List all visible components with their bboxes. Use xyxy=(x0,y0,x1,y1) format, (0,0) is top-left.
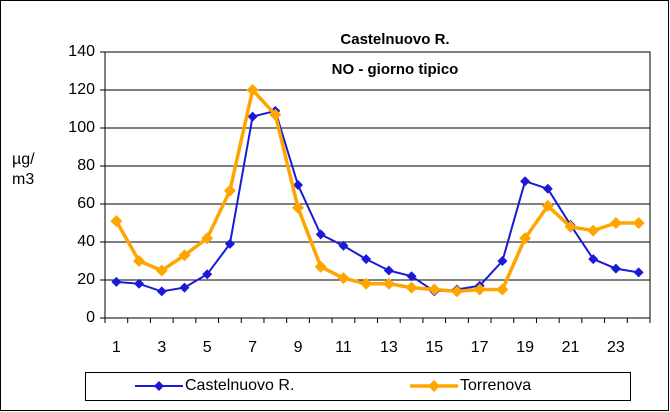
point-marker xyxy=(134,278,145,289)
point-marker xyxy=(450,285,463,298)
point-marker xyxy=(202,269,213,280)
series-line xyxy=(114,86,639,294)
point-marker xyxy=(405,281,418,294)
point-marker xyxy=(633,267,644,278)
point-marker xyxy=(473,283,486,296)
legend-label: Torrenova xyxy=(460,377,531,394)
x-tick-label: 21 xyxy=(562,339,580,356)
x-tick-label: 1 xyxy=(112,339,121,356)
chart-subtitle: NO - giorno tipico xyxy=(332,61,459,78)
point-marker xyxy=(179,282,190,293)
series-line xyxy=(116,109,639,293)
point-marker xyxy=(247,111,258,122)
point-marker xyxy=(338,240,349,251)
legend-marker xyxy=(428,380,440,392)
x-tick-label: 13 xyxy=(380,339,398,356)
point-marker xyxy=(588,254,599,265)
point-marker xyxy=(406,271,417,282)
y-tick-label: 60 xyxy=(77,195,95,212)
point-marker xyxy=(542,183,553,194)
point-marker xyxy=(292,201,305,214)
point-marker xyxy=(361,254,372,265)
point-marker xyxy=(156,286,167,297)
x-tick-label: 17 xyxy=(471,339,489,356)
y-tick-label: 80 xyxy=(77,157,95,174)
point-marker xyxy=(201,232,214,245)
point-marker xyxy=(496,283,509,296)
point-marker xyxy=(293,180,304,190)
point-marker xyxy=(519,232,532,245)
point-marker xyxy=(564,220,577,233)
point-marker xyxy=(337,272,350,285)
point-marker xyxy=(382,277,395,290)
x-tick-label: 3 xyxy=(157,339,166,356)
y-tick-label: 40 xyxy=(77,233,95,250)
y-tick-label: 120 xyxy=(68,81,95,98)
point-marker xyxy=(223,184,236,197)
point-marker xyxy=(224,238,235,249)
y-tick-label: 20 xyxy=(77,271,95,288)
y-tick-label: 0 xyxy=(86,309,95,326)
x-tick-label: 19 xyxy=(516,339,534,356)
point-marker xyxy=(315,229,326,240)
point-marker xyxy=(587,224,600,237)
x-tick-label: 5 xyxy=(203,339,212,356)
point-marker xyxy=(178,249,191,262)
point-marker xyxy=(246,84,259,96)
point-marker xyxy=(111,276,122,287)
x-tick-label: 9 xyxy=(294,339,303,356)
point-marker xyxy=(609,217,622,229)
point-marker xyxy=(383,265,394,276)
legend-label: Castelnuovo R. xyxy=(185,377,294,394)
point-marker xyxy=(110,215,123,228)
x-tick-label: 7 xyxy=(248,339,257,356)
point-marker xyxy=(269,108,282,121)
point-marker xyxy=(610,263,621,274)
point-marker xyxy=(155,264,168,277)
y-axis-label: m3 xyxy=(12,171,34,188)
x-tick-label: 23 xyxy=(607,339,625,356)
point-marker xyxy=(314,260,327,273)
point-marker xyxy=(360,277,373,290)
chart-title: Castelnuovo R. xyxy=(340,31,449,48)
point-marker xyxy=(497,256,508,266)
legend-marker xyxy=(154,381,164,391)
point-marker xyxy=(632,217,645,229)
point-marker xyxy=(428,283,441,296)
y-tick-label: 140 xyxy=(68,43,95,60)
point-marker xyxy=(541,199,554,212)
x-tick-label: 11 xyxy=(335,339,352,356)
point-marker xyxy=(520,176,531,187)
point-marker xyxy=(133,255,146,267)
y-tick-label: 100 xyxy=(68,119,95,136)
x-tick-label: 15 xyxy=(425,339,443,356)
y-axis-label: µg/ xyxy=(12,151,35,168)
